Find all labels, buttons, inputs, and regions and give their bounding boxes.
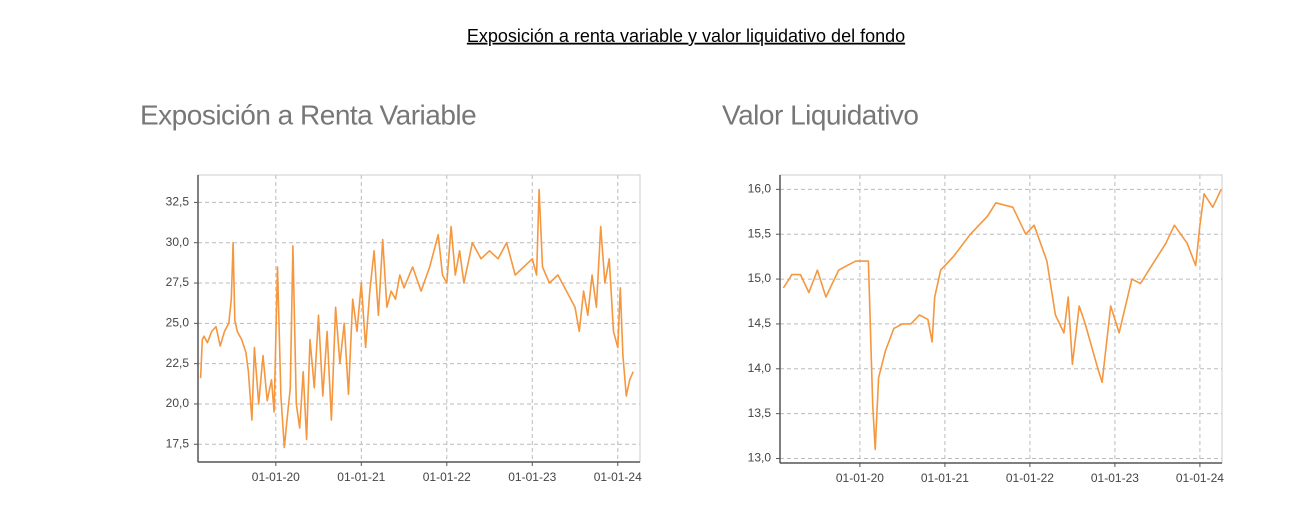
y-tick-label: 22,5 (166, 356, 190, 370)
y-tick-label: 27,5 (166, 275, 190, 289)
x-tick-label: 01-01-23 (1091, 471, 1139, 485)
x-tick-label: 01-01-21 (337, 470, 385, 484)
data-line (782, 189, 1222, 451)
y-tick-label: 20,0 (166, 396, 190, 410)
data-line (199, 188, 634, 449)
x-tick-label: 01-01-20 (252, 470, 300, 484)
x-tick-label: 01-01-22 (1006, 471, 1054, 485)
y-tick-label: 15,5 (748, 226, 772, 240)
plot-frame (197, 174, 641, 463)
y-tick-label: 13,5 (748, 406, 772, 420)
y-tick-label: 32,5 (166, 195, 190, 209)
y-tick-label: 14,5 (748, 316, 772, 330)
plot-frame (779, 174, 1223, 464)
x-tick-label: 01-01-24 (594, 470, 642, 484)
page-title: Exposición a renta variable y valor liqu… (467, 26, 905, 46)
x-tick-label: 01-01-21 (921, 471, 969, 485)
x-tick-label: 01-01-23 (508, 470, 556, 484)
x-tick-label: 01-01-20 (836, 471, 884, 485)
y-tick-label: 15,0 (748, 271, 772, 285)
x-tick-label: 01-01-24 (1176, 471, 1224, 485)
y-tick-label: 14,0 (748, 361, 772, 375)
y-tick-label: 30,0 (166, 235, 190, 249)
y-tick-label: 17,5 (166, 436, 190, 450)
chart-title: Exposición a Renta Variable (140, 99, 476, 130)
chart-title: Valor Liquidativo (722, 99, 918, 130)
y-tick-label: 16,0 (748, 182, 772, 196)
x-tick-label: 01-01-22 (423, 470, 471, 484)
y-tick-label: 13,0 (748, 451, 772, 465)
y-tick-label: 25,0 (166, 316, 190, 330)
